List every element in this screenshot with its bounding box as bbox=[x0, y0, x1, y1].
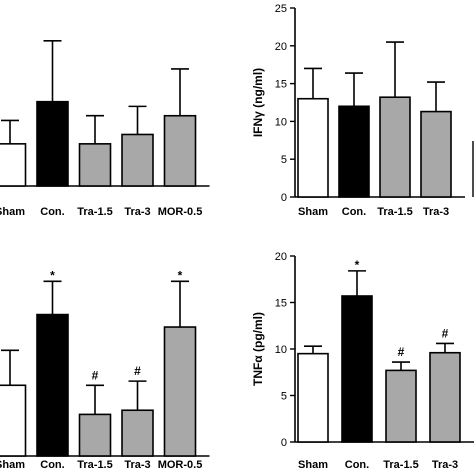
x-tick-label: Con. bbox=[345, 459, 369, 471]
x-tick-label: Sham bbox=[298, 206, 328, 218]
bar-tra-3 bbox=[429, 351, 461, 443]
bar-tra-3 bbox=[121, 133, 154, 187]
significance-hash: # bbox=[134, 364, 141, 378]
significance-star: * bbox=[50, 268, 55, 282]
bar-tra-3 bbox=[420, 110, 452, 198]
y-tick-label: 10 bbox=[275, 116, 287, 128]
y-tick-label: 25 bbox=[275, 3, 287, 15]
panel-top-left: Sham Con. Tra-1.5 Tra-3 MOR-0.5 bbox=[0, 39, 210, 218]
bar-tra-3 bbox=[121, 409, 154, 457]
x-tick-label: Tra-3 bbox=[124, 459, 150, 471]
bar-tra-1-5 bbox=[78, 413, 112, 457]
x-tick-label: Con. bbox=[342, 206, 366, 218]
bar-sham bbox=[0, 384, 27, 457]
y-tick-label: 5 bbox=[281, 391, 287, 403]
y-tick-label: 0 bbox=[281, 437, 287, 449]
x-tick-label: Sham bbox=[0, 206, 25, 218]
bar-tra-1-5 bbox=[379, 96, 411, 198]
significance-star: * bbox=[355, 258, 360, 272]
x-tick-label: Tra-3 bbox=[124, 206, 150, 218]
significance-hash: # bbox=[442, 326, 449, 340]
bar-con bbox=[36, 313, 69, 457]
y-tick-label: 5 bbox=[281, 154, 287, 166]
y-axis-label: TNFα (pg/ml) bbox=[251, 312, 265, 386]
x-tick-label: Con. bbox=[40, 459, 64, 471]
bar-mor-0-5 bbox=[163, 326, 197, 457]
x-tick-label: Con. bbox=[40, 206, 64, 218]
bar-con bbox=[338, 105, 370, 198]
y-tick-label: 20 bbox=[275, 41, 287, 53]
y-tick-label: 15 bbox=[275, 298, 287, 310]
significance-hash: # bbox=[92, 368, 99, 382]
x-tick-label: Tra-3 bbox=[432, 459, 458, 471]
x-tick-label: Sham bbox=[0, 459, 25, 471]
x-tick-label: Sham bbox=[298, 459, 328, 471]
bar-sham bbox=[0, 143, 27, 187]
y-tick-label: 0 bbox=[281, 192, 287, 204]
x-tick-label: Tra-1.5 bbox=[77, 459, 112, 471]
x-tick-label: Tra-1.5 bbox=[77, 206, 112, 218]
bar-con bbox=[341, 295, 373, 443]
panel-top-right: 0 5 10 15 20 25 IFNγ (ng/ml) Sham Con. Tra-1.5 Tra… bbox=[251, 3, 465, 218]
bar-mor-0-5 bbox=[163, 114, 197, 187]
significance-hash: # bbox=[398, 345, 405, 359]
y-axis-label: IFNγ (ng/ml) bbox=[251, 68, 265, 137]
x-tick-label: MOR-0.5 bbox=[158, 459, 203, 471]
bar-sham bbox=[297, 97, 329, 198]
x-tick-label: Tra-3 bbox=[423, 206, 449, 218]
bar-sham bbox=[297, 352, 329, 443]
significance-star: * bbox=[178, 268, 183, 282]
y-tick-label: 15 bbox=[275, 79, 287, 91]
bar-con bbox=[36, 100, 69, 187]
panel-bottom-right: 0 5 10 15 20 TNFα (pg/ml) Sham * Con. # Tra-1.5 # Tr… bbox=[251, 251, 474, 471]
x-tick-label: MOR-0.5 bbox=[158, 206, 203, 218]
bar-tra-1-5 bbox=[385, 369, 417, 443]
x-tick-label: Tra-1.5 bbox=[377, 206, 412, 218]
y-tick-label: 20 bbox=[275, 251, 287, 263]
panel-bottom-left: Sham * Con. # Tra-1.5 # Tra-3 * MOR-0.5 bbox=[0, 268, 210, 471]
bar-tra-1-5 bbox=[78, 143, 112, 187]
y-tick-label: 10 bbox=[275, 344, 287, 356]
x-tick-label: Tra-1.5 bbox=[383, 459, 418, 471]
